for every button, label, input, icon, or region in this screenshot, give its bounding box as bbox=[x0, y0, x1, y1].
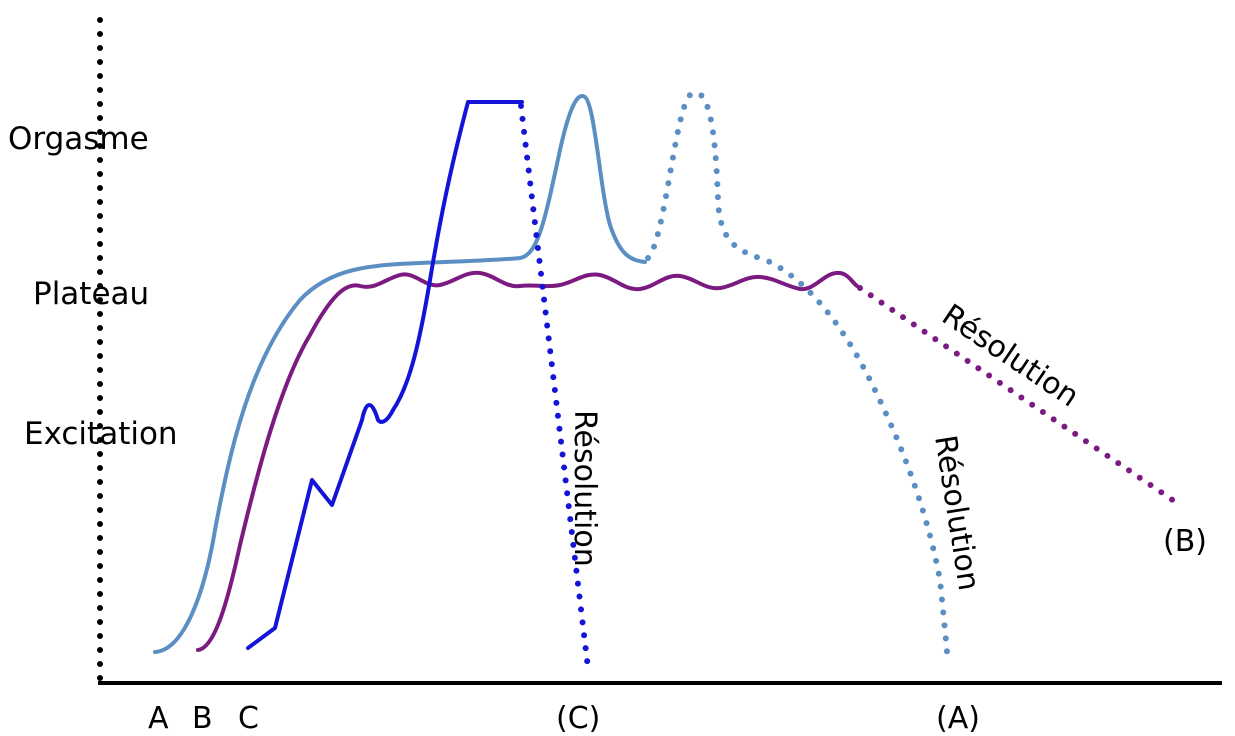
x-label-a: A bbox=[148, 701, 169, 736]
curve-a-dotted bbox=[645, 90, 950, 655]
resolution-label-c: Résolution bbox=[567, 410, 602, 567]
phase-label-orgasm: Orgasme bbox=[8, 121, 149, 157]
x-label-c: C bbox=[238, 701, 259, 736]
curve-c-solid bbox=[246, 100, 524, 650]
resolution-label-a: Résolution bbox=[927, 433, 986, 593]
curve-c bbox=[246, 100, 591, 671]
curve-b-dotted bbox=[857, 285, 1183, 508]
x-label-end-a: (A) bbox=[936, 701, 980, 736]
x-label-end-c: (C) bbox=[556, 701, 600, 736]
curve-b bbox=[196, 270, 1183, 652]
x-label-b: B bbox=[192, 701, 213, 736]
curve-a bbox=[153, 90, 950, 655]
curve-b-end-label: (B) bbox=[1163, 524, 1207, 559]
curve-a-solid bbox=[153, 94, 647, 654]
curve-c-dotted bbox=[518, 103, 591, 671]
phase-label-plateau: Plateau bbox=[33, 276, 149, 312]
phase-label-excitation: Excitation bbox=[24, 416, 178, 452]
curve-b-solid bbox=[196, 270, 859, 652]
